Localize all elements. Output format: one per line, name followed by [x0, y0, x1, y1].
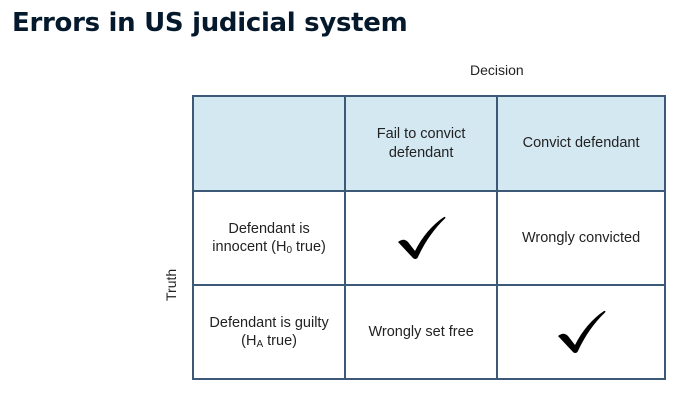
checkmark-icon: [398, 216, 446, 259]
page-title: Errors in US judicial system: [12, 8, 408, 38]
row-header-innocent-tail: true): [292, 239, 326, 255]
row-header-innocent-subscript: 0: [286, 245, 292, 256]
cell-guilty-convicted: [496, 284, 666, 380]
table-row-guilty: Defendant is guilty (HA true) Wrongly se…: [191, 284, 666, 380]
cell-innocent-not-convicted: [344, 190, 499, 286]
column-axis-label: Decision: [470, 62, 524, 78]
decision-matrix: Fail to convict defendant Convict defend…: [191, 95, 666, 380]
corner-cell: [191, 95, 347, 192]
matrix-clip: Fail to convict defendant Convict defend…: [191, 95, 666, 380]
column-header-fail-to-convict: Fail to convict defendant: [344, 95, 499, 192]
row-header-guilty-tail: true): [263, 333, 297, 349]
row-header-guilty-main: Defendant is guilty (H: [209, 314, 329, 349]
column-header-convict: Convict defendant: [496, 95, 666, 192]
table-row-innocent: Defendant is innocent (H0 true) Wrongly …: [191, 190, 666, 286]
row-header-innocent-main: Defendant is innocent (H: [212, 220, 310, 255]
row-header-guilty: Defendant is guilty (HA true): [191, 284, 347, 380]
cell-innocent-convicted: Wrongly convicted: [496, 190, 666, 286]
row-header-innocent: Defendant is innocent (H0 true): [191, 190, 347, 286]
checkmark-icon: [558, 310, 606, 353]
row-header-guilty-subscript: A: [256, 339, 264, 350]
cell-guilty-not-convicted: Wrongly set free: [344, 284, 499, 380]
header-row: Fail to convict defendant Convict defend…: [191, 95, 666, 192]
